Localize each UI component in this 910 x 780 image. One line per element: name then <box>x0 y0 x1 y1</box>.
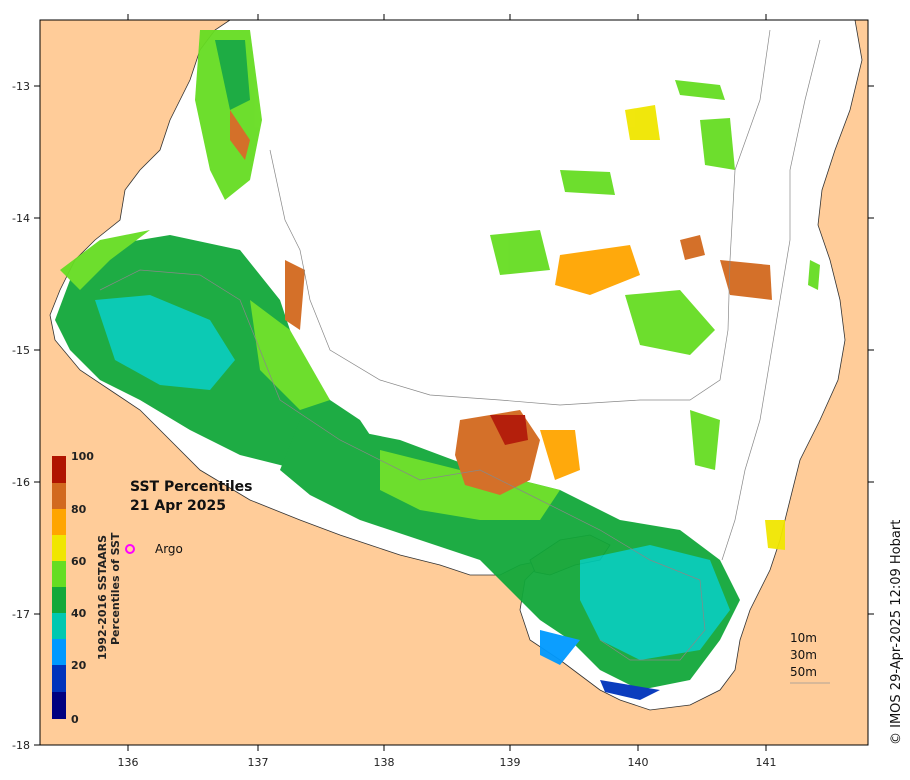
plot-frame <box>39 19 869 746</box>
colorbar-tick-label: 20 <box>71 659 87 672</box>
y-tick-label: -13 <box>12 80 30 93</box>
colorbar-tick-label: 100 <box>71 450 94 463</box>
colorbar-segment <box>52 692 66 719</box>
x-tick-label: 139 <box>500 756 521 769</box>
x-tick-label: 141 <box>756 756 777 769</box>
colorbar-tick-label: 60 <box>71 555 87 568</box>
colorbar: 100 80 60 40 20 0 1992-2016 SSTAARS Perc… <box>52 450 122 726</box>
colorbar-segment <box>52 639 66 665</box>
colorbar-segment <box>52 509 66 535</box>
colorbar-segment <box>52 535 66 561</box>
depth-legend-label: 30m <box>790 648 817 662</box>
depth-legend-label: 50m <box>790 665 817 679</box>
depth-legend-label: 10m <box>790 631 817 645</box>
colorbar-segment <box>52 561 66 587</box>
colorbar-subtitle: Percentiles of SST <box>109 532 122 645</box>
y-axis: -13 -14 -15 -16 -17 -18 <box>12 80 874 752</box>
colorbar-tick-label: 0 <box>71 713 79 726</box>
y-tick-label: -16 <box>12 476 30 489</box>
y-tick-label: -17 <box>12 608 30 621</box>
x-tick-label: 140 <box>628 756 649 769</box>
depth-contours <box>99 29 821 661</box>
colorbar-segment <box>52 613 66 639</box>
argo-marker-icon <box>125 544 135 554</box>
colorbar-tick-label: 80 <box>71 503 87 516</box>
colorbar-segment <box>52 665 66 692</box>
x-axis: 136 137 138 139 140 141 <box>118 14 777 769</box>
x-tick-label: 137 <box>248 756 269 769</box>
colorbar-tick-label: 40 <box>71 607 87 620</box>
x-tick-label: 136 <box>118 756 139 769</box>
map-date: 21 Apr 2025 <box>130 498 226 514</box>
x-tick-label: 138 <box>374 756 395 769</box>
y-tick-label: -15 <box>12 344 30 357</box>
y-tick-label: -18 <box>12 739 30 752</box>
y-tick-label: -14 <box>12 212 30 225</box>
map-title: SST Percentiles <box>130 479 253 495</box>
depth-legend: 10m 30m 50m <box>790 631 830 684</box>
sst-field <box>55 30 820 700</box>
argo-legend-label: Argo <box>155 542 183 556</box>
credit-text: © IMOS 29-Apr-2025 12:09 Hobart <box>889 520 904 745</box>
colorbar-segment <box>52 456 66 483</box>
colorbar-segment <box>52 587 66 613</box>
colorbar-segment <box>52 483 66 509</box>
colorbar-title: 1992-2016 SSTAARS <box>96 535 109 660</box>
